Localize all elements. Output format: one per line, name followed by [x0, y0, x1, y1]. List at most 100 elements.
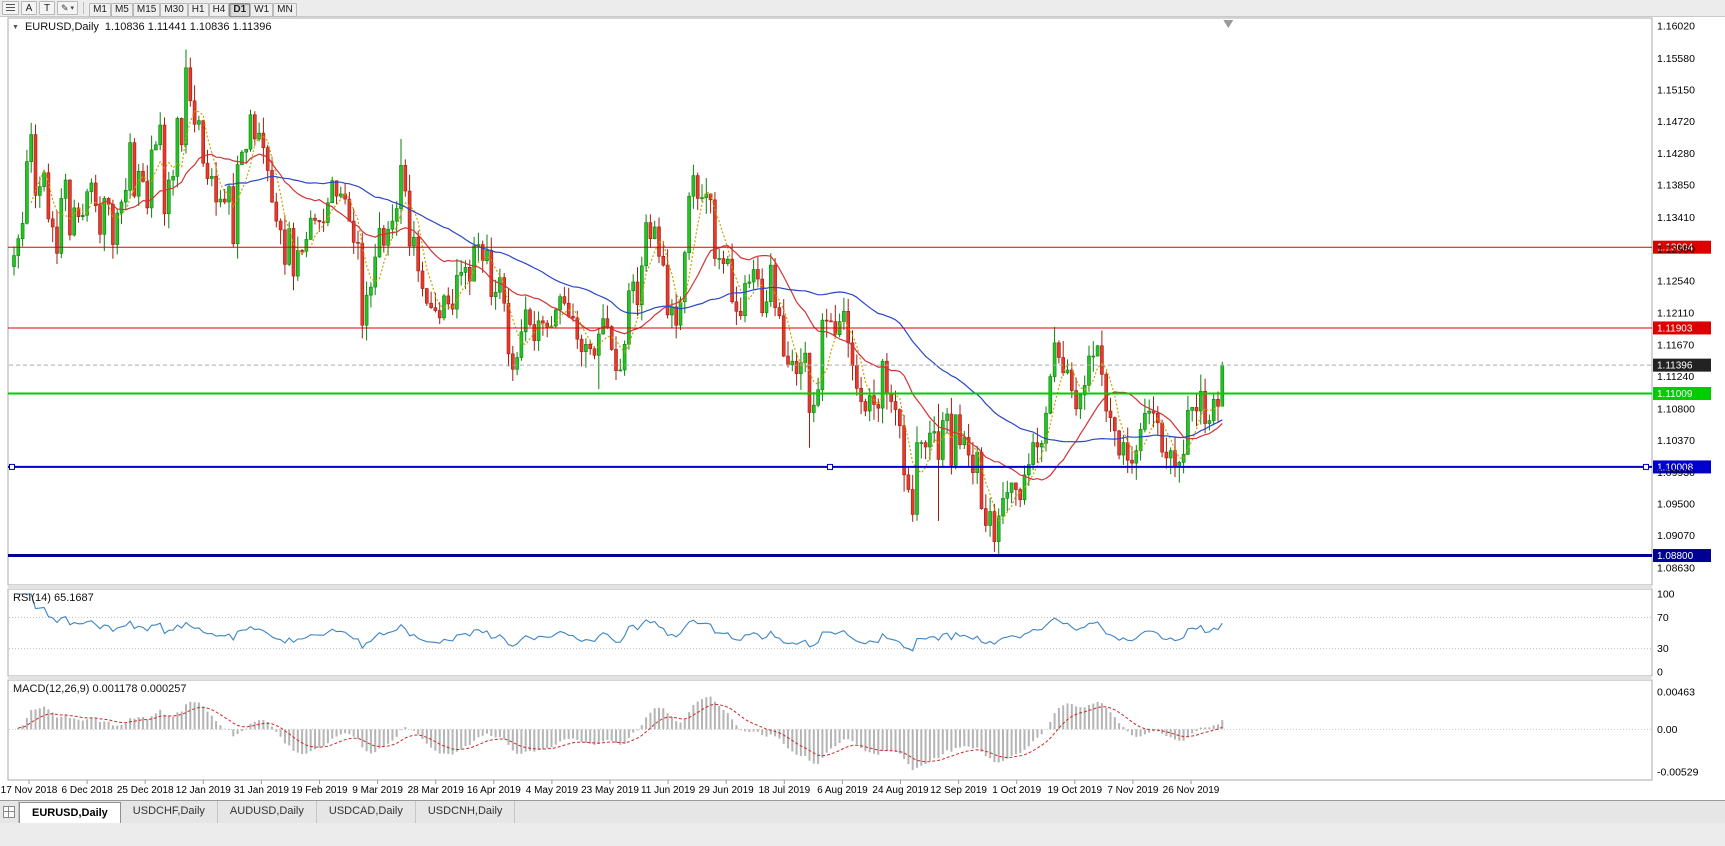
svg-text:12 Sep 2019: 12 Sep 2019 — [930, 785, 987, 796]
timeframe-button-MN[interactable]: MN — [273, 2, 297, 17]
panel-splitter-rsi[interactable] — [8, 585, 1652, 589]
timeframe-button-H1[interactable]: H1 — [187, 2, 209, 17]
svg-text:28 Mar 2019: 28 Mar 2019 — [408, 785, 465, 796]
chevron-down-icon: ▾ — [70, 5, 75, 12]
svg-text:1.11670: 1.11670 — [1657, 340, 1694, 352]
svg-text:23 May 2019: 23 May 2019 — [581, 785, 639, 796]
svg-text:1.10370: 1.10370 — [1657, 435, 1695, 447]
timeframe-button-H4[interactable]: H4 — [208, 2, 230, 17]
svg-text:1.11240: 1.11240 — [1657, 371, 1694, 383]
svg-text:1.13410: 1.13410 — [1657, 212, 1695, 224]
panel-splitter-macd[interactable] — [8, 676, 1652, 680]
timeframe-button-M15[interactable]: M15 — [132, 2, 161, 17]
text-tool-t-button[interactable]: T — [39, 1, 55, 15]
timeframe-button-W1[interactable]: W1 — [250, 2, 274, 17]
svg-text:1.13004: 1.13004 — [1657, 243, 1694, 254]
drawing-tools-dropdown[interactable]: ✎ ▾ — [57, 1, 79, 15]
svg-text:18 Jul 2019: 18 Jul 2019 — [758, 785, 810, 796]
chart-ohlc-readout: ▼ EURUSD,Daily 1.10836 1.11441 1.10836 1… — [12, 21, 272, 33]
svg-text:1.13850: 1.13850 — [1657, 180, 1695, 192]
svg-text:70: 70 — [1657, 612, 1669, 624]
date-scale[interactable]: 17 Nov 2018 6 Dec 2018 25 Dec 2018 12 Jan 2… — [1, 780, 1220, 796]
timeframe-button-M5[interactable]: M5 — [110, 2, 133, 17]
svg-text:1.16020: 1.16020 — [1657, 21, 1695, 33]
hline-1.10008[interactable]: 1.10008 — [8, 460, 1711, 474]
price-scale[interactable]: 1.16020 1.15580 1.15150 1.14720 1.14280 1.138… — [1657, 21, 1695, 575]
horizontal-lines-layer: 1.13004 1.11903 1.11009 1.10008 1.08800 — [8, 240, 1711, 563]
svg-text:19 Oct 2019: 19 Oct 2019 — [1048, 785, 1103, 796]
svg-text:0.00463: 0.00463 — [1657, 687, 1695, 699]
svg-text:1.12540: 1.12540 — [1657, 276, 1695, 288]
svg-text:11 Jun 2019: 11 Jun 2019 — [641, 785, 696, 796]
hline-1.11009[interactable]: 1.11009 — [8, 387, 1711, 401]
chart-ohlc-values: 1.10836 1.11441 1.10836 1.11396 — [104, 21, 272, 33]
top-toolbar: A T ✎ ▾ M1 M5 M15 M30 H1 H4 D1 W1 MN — [0, 0, 1725, 17]
svg-text:0.00: 0.00 — [1657, 724, 1678, 736]
svg-text:19 Feb 2019: 19 Feb 2019 — [291, 785, 348, 796]
chart-misc-layer — [1223, 20, 1234, 28]
status-area — [0, 822, 1725, 846]
svg-text:1.08800: 1.08800 — [1657, 551, 1694, 562]
timeframe-button-M1[interactable]: M1 — [89, 2, 111, 17]
rsi-layer: 100 70 30 0 — [9, 589, 1675, 679]
svg-text:1 Oct 2019: 1 Oct 2019 — [992, 785, 1041, 796]
chart-symbol-label: EURUSD,Daily — [24, 21, 99, 33]
toolbar-separator — [83, 2, 85, 14]
svg-text:-0.00529: -0.00529 — [1657, 767, 1699, 779]
rsi-label: RSI(14) 65.1687 — [13, 592, 94, 604]
macd-layer: 0.00463 0.00 -0.00529 — [9, 687, 1699, 779]
chart-tab-bar: EURUSD,Daily USDCHF,Daily AUDUSD,Daily USDC… — [0, 800, 1725, 823]
svg-text:31 Jan 2019: 31 Jan 2019 — [234, 785, 289, 796]
chart-list-icon — [6, 3, 15, 13]
svg-text:1.14720: 1.14720 — [1657, 116, 1695, 128]
macd-label: MACD(12,26,9) 0.001178 0.000257 — [13, 683, 187, 695]
candles-layer — [12, 49, 1225, 557]
svg-text:12 Jan 2019: 12 Jan 2019 — [176, 785, 231, 796]
svg-text:30: 30 — [1657, 643, 1669, 655]
svg-text:1.11009: 1.11009 — [1657, 389, 1693, 400]
svg-text:1.11396: 1.11396 — [1657, 361, 1693, 372]
main-chart-panel[interactable] — [7, 17, 1653, 586]
timeframe-button-M30[interactable]: M30 — [160, 2, 188, 17]
pencil-icon: ✎ — [61, 2, 69, 13]
chart-tab-audusd[interactable]: AUDUSD,Daily — [218, 801, 317, 823]
hline-handle[interactable] — [827, 463, 833, 470]
svg-text:1.15150: 1.15150 — [1657, 84, 1695, 96]
hline-1.13004[interactable]: 1.13004 — [8, 240, 1711, 254]
collapse-icon[interactable]: ▼ — [12, 23, 19, 31]
svg-text:26 Nov 2019: 26 Nov 2019 — [1163, 785, 1220, 796]
svg-text:1.10008: 1.10008 — [1657, 462, 1694, 473]
svg-text:16 Apr 2019: 16 Apr 2019 — [467, 785, 521, 796]
svg-text:0: 0 — [1657, 667, 1663, 679]
svg-text:1.09500: 1.09500 — [1657, 499, 1695, 511]
svg-text:7 Nov 2019: 7 Nov 2019 — [1107, 785, 1159, 796]
hline-handle[interactable] — [9, 463, 15, 470]
svg-text:24 Aug 2019: 24 Aug 2019 — [872, 785, 929, 796]
svg-text:29 Jun 2019: 29 Jun 2019 — [699, 785, 754, 796]
svg-text:6 Aug 2019: 6 Aug 2019 — [817, 785, 868, 796]
svg-text:100: 100 — [1657, 589, 1675, 601]
chart-tab-eurusd[interactable]: EURUSD,Daily — [19, 802, 121, 823]
tabs-container: EURUSD,Daily USDCHF,Daily AUDUSD,Daily USDC… — [19, 801, 516, 823]
chart-tab-usdchf[interactable]: USDCHF,Daily — [121, 801, 218, 823]
svg-text:1.10800: 1.10800 — [1657, 403, 1695, 415]
tab-windows-icon[interactable] — [0, 801, 19, 823]
hline-1.08800[interactable]: 1.08800 — [8, 549, 1711, 563]
svg-text:1.08630: 1.08630 — [1657, 563, 1695, 575]
svg-text:1.09070: 1.09070 — [1657, 530, 1695, 542]
svg-text:1.12980: 1.12980 — [1657, 243, 1695, 255]
bid-line-layer: 1.11396 — [9, 358, 1711, 372]
hline-1.11903[interactable]: 1.11903 — [8, 321, 1711, 335]
chart-shift-marker[interactable] — [1223, 20, 1234, 28]
svg-text:9 Mar 2019: 9 Mar 2019 — [352, 785, 403, 796]
timeframe-button-D1[interactable]: D1 — [229, 2, 251, 17]
chart-tab-usdcnh[interactable]: USDCNH,Daily — [416, 801, 516, 823]
chart-tab-usdcad[interactable]: USDCAD,Daily — [317, 801, 416, 823]
svg-text:6 Dec 2018: 6 Dec 2018 — [62, 785, 114, 796]
text-tool-a-button[interactable]: A — [21, 1, 37, 15]
svg-text:1.15580: 1.15580 — [1657, 53, 1695, 65]
chart-list-button[interactable] — [2, 1, 19, 15]
hline-handle[interactable] — [1643, 463, 1649, 470]
svg-text:1.14280: 1.14280 — [1657, 148, 1695, 160]
